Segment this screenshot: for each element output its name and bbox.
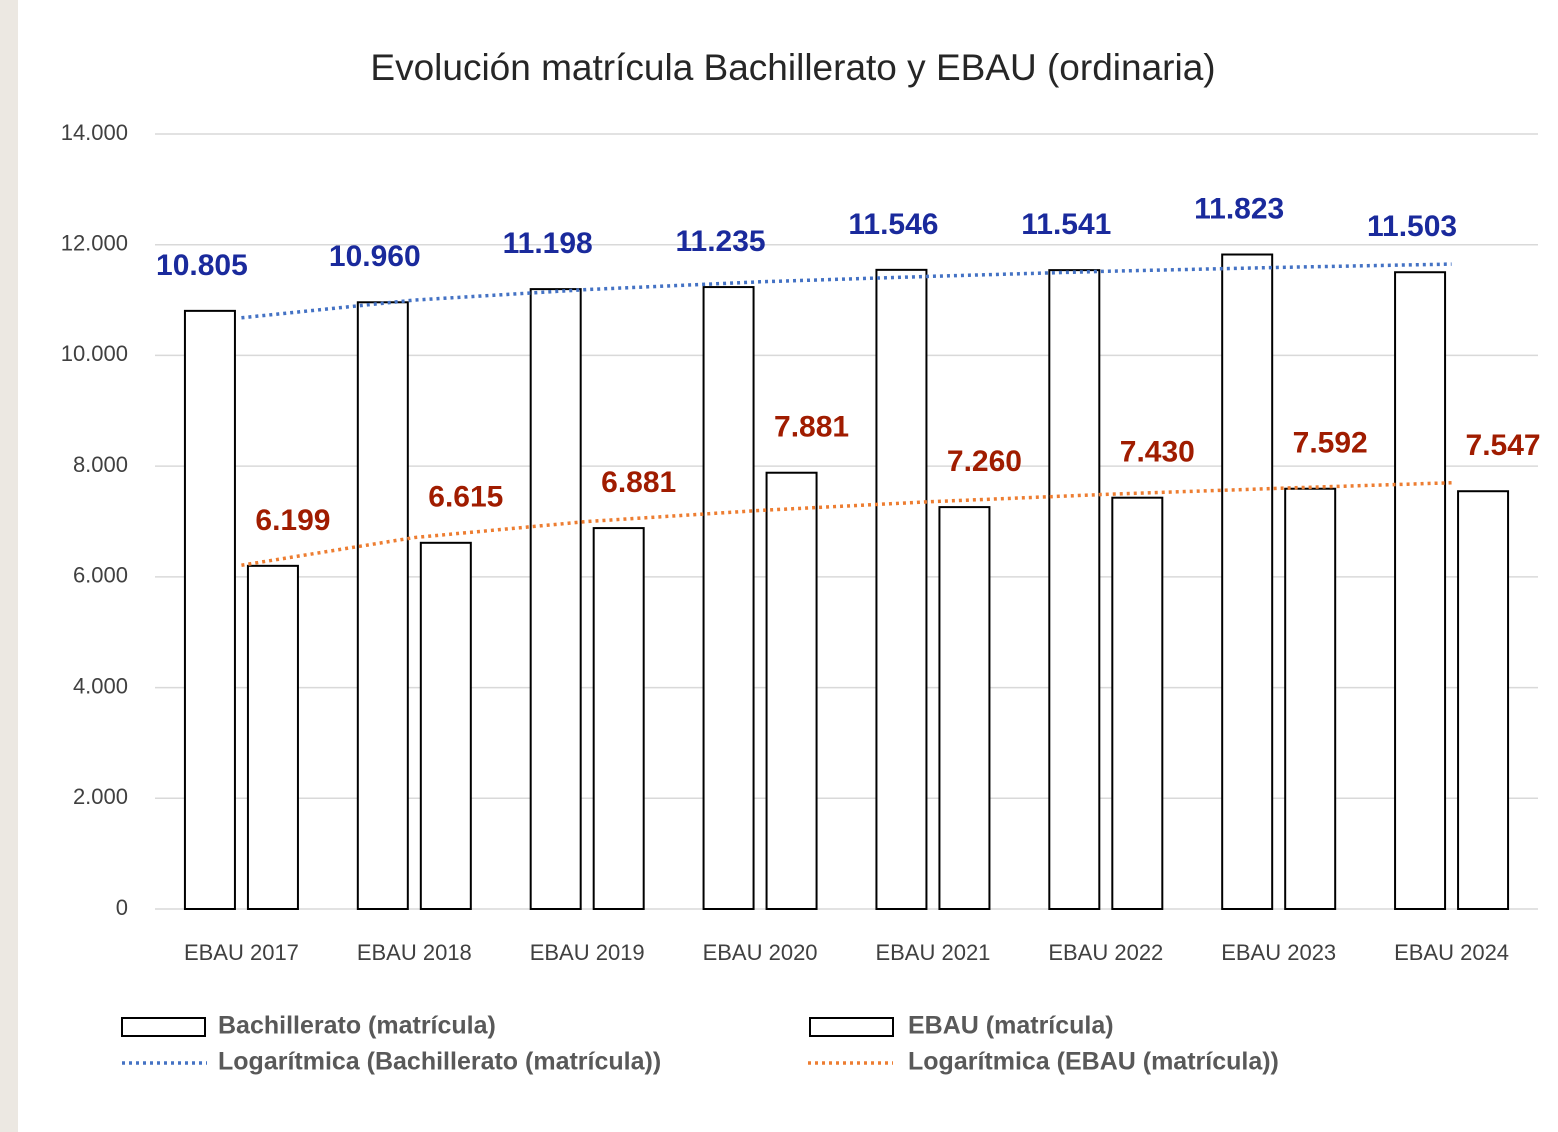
bar: [1111, 496, 1164, 910]
y-tick-label: 12.000: [61, 231, 128, 256]
bar: [183, 309, 236, 910]
value-label: 7.260: [947, 445, 1022, 478]
x-tick-label: EBAU 2022: [1048, 940, 1163, 965]
bar: [1457, 490, 1510, 910]
bar: [592, 527, 645, 911]
x-tick-label: EBAU 2020: [703, 940, 818, 965]
y-tick-label: 14.000: [61, 120, 128, 145]
bar: [1221, 253, 1274, 910]
value-label: 7.881: [774, 411, 849, 444]
value-label: 6.615: [428, 481, 503, 514]
value-label: 11.541: [1021, 208, 1111, 241]
x-tick-label: EBAU 2021: [875, 940, 990, 965]
value-label: 7.547: [1466, 429, 1541, 462]
y-tick-label: 4.000: [73, 673, 128, 698]
bar: [1284, 487, 1337, 910]
legend-label: EBAU (matrícula): [908, 1012, 1114, 1040]
value-label: 6.199: [255, 504, 330, 537]
value-label: 6.881: [601, 466, 676, 499]
bar: [246, 564, 299, 910]
trendline: [241, 481, 1452, 567]
bar: [1394, 271, 1447, 910]
value-label: 11.823: [1194, 192, 1284, 225]
legend-label: Logarítmica (Bachillerato (matrícula)): [218, 1048, 661, 1076]
bar: [765, 471, 818, 910]
value-label: 11.235: [676, 225, 766, 258]
x-tick-label: EBAU 2019: [530, 940, 645, 965]
bar: [419, 541, 472, 910]
trendline: [241, 262, 1452, 320]
bar: [529, 288, 582, 910]
bar: [702, 286, 755, 910]
y-tick-label: 10.000: [61, 341, 128, 366]
legend-swatch: [809, 1017, 894, 1037]
value-label: 11.546: [848, 208, 938, 241]
value-label: 11.503: [1367, 210, 1457, 243]
value-label: 10.805: [156, 249, 248, 282]
value-label: 7.430: [1120, 436, 1195, 469]
bar: [1048, 269, 1101, 910]
bar: [356, 301, 409, 910]
y-tick-label: 8.000: [73, 452, 128, 477]
x-tick-label: EBAU 2023: [1221, 940, 1336, 965]
y-tick-label: 0: [116, 895, 128, 920]
chart-title: Evolución matrícula Bachillerato y EBAU …: [370, 47, 1215, 88]
legend-swatch: [121, 1017, 206, 1037]
legend-label: Logarítmica (EBAU (matrícula)): [908, 1048, 1279, 1076]
bar: [875, 268, 928, 910]
value-label: 11.198: [503, 227, 593, 260]
x-tick-label: EBAU 2017: [184, 940, 299, 965]
legend-label: Bachillerato (matrícula): [218, 1012, 496, 1040]
x-tick-label: EBAU 2018: [357, 940, 472, 965]
value-label: 10.960: [329, 240, 421, 273]
y-tick-label: 2.000: [73, 784, 128, 809]
y-tick-label: 6.000: [73, 563, 128, 588]
bar: [938, 506, 991, 910]
value-label: 7.592: [1293, 427, 1368, 460]
x-tick-label: EBAU 2024: [1394, 940, 1509, 965]
